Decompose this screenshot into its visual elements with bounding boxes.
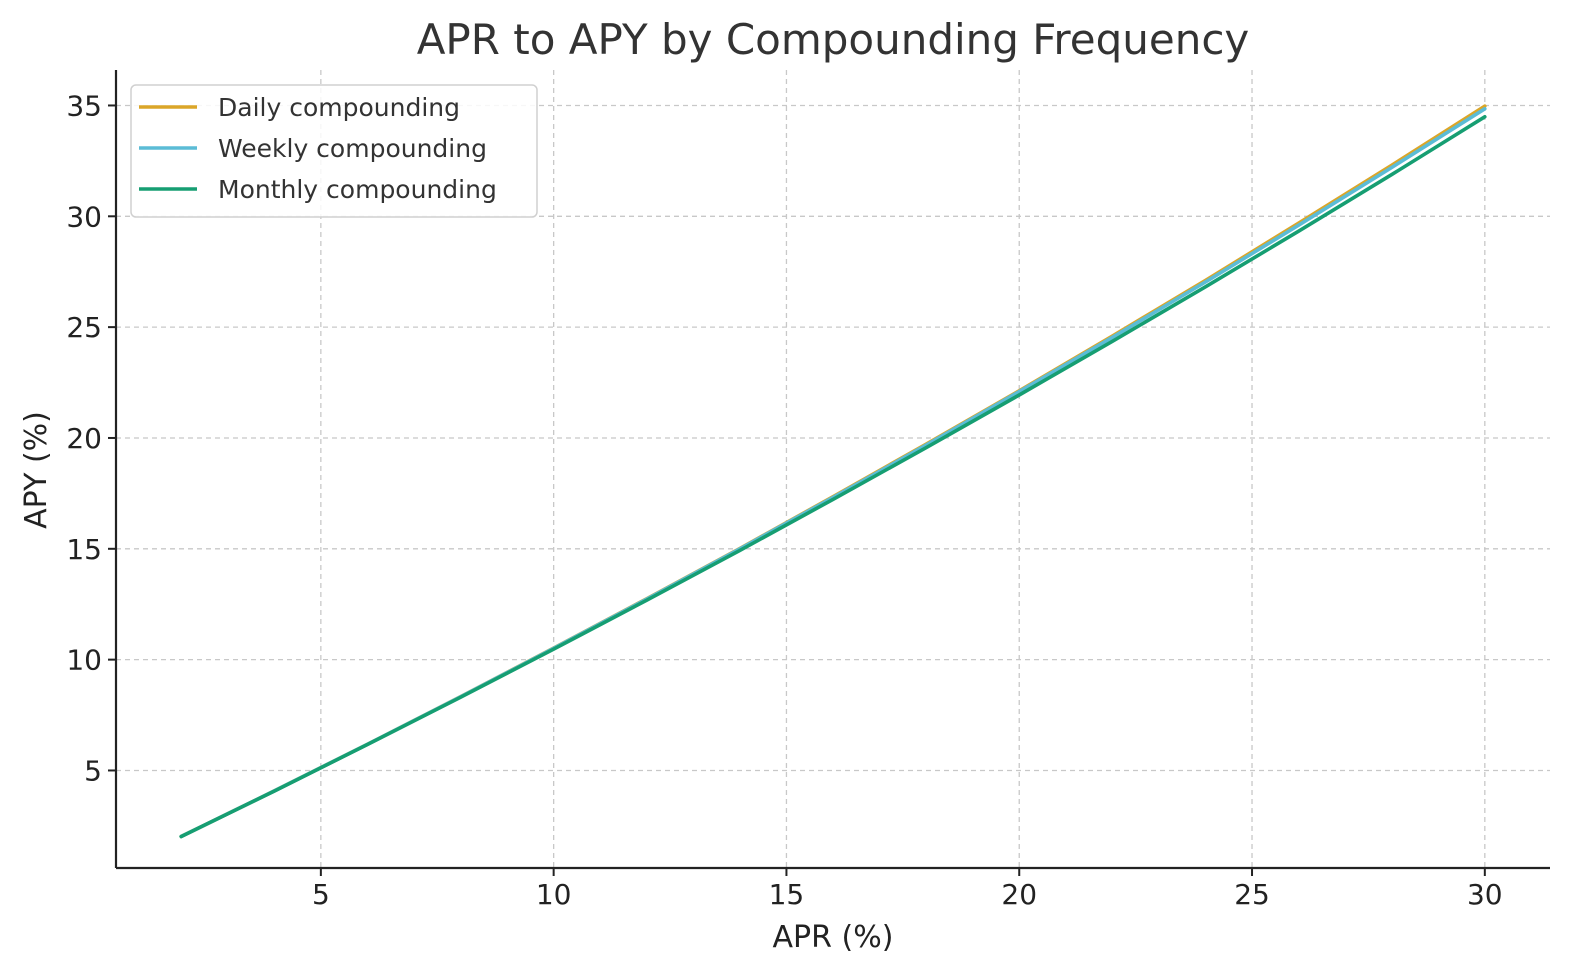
x-ticks: 5 10 15 20 25 30 xyxy=(312,868,1503,911)
legend-item-weekly: Weekly compounding xyxy=(139,134,487,163)
y-tick-label: 15 xyxy=(66,533,102,566)
x-tick-label: 10 xyxy=(536,878,572,911)
legend: Daily compounding Weekly compounding Month… xyxy=(130,84,538,218)
x-tick-label: 20 xyxy=(1001,878,1037,911)
y-tick-label: 30 xyxy=(66,200,102,233)
y-ticks: 5 10 15 20 25 30 35 xyxy=(66,89,116,787)
x-axis-label: APR (%) xyxy=(773,920,894,955)
x-tick-label: 25 xyxy=(1234,878,1270,911)
x-tick-label: 30 xyxy=(1467,878,1503,911)
legend-label-daily: Daily compounding xyxy=(218,93,460,122)
y-tick-label: 25 xyxy=(66,311,102,344)
axes xyxy=(114,70,1550,870)
series-monthly xyxy=(179,115,1487,839)
y-tick-label: 35 xyxy=(66,89,102,122)
x-tick-label: 5 xyxy=(312,878,330,911)
y-tick-label: 5 xyxy=(84,754,102,787)
legend-frame xyxy=(130,84,538,218)
y-tick-label: 10 xyxy=(66,644,102,677)
x-tick-label: 15 xyxy=(769,878,805,911)
series-line-monthly xyxy=(179,115,1487,839)
legend-label-monthly: Monthly compounding xyxy=(218,175,497,204)
series-group xyxy=(179,104,1487,839)
legend-item-daily: Daily compounding xyxy=(139,93,460,122)
y-axis-label: APY (%) xyxy=(19,411,54,529)
legend-label-weekly: Weekly compounding xyxy=(218,134,487,163)
legend-item-monthly: Monthly compounding xyxy=(139,175,497,204)
chart-title: APR to APY by Compounding Frequency xyxy=(417,15,1250,64)
y-tick-label: 20 xyxy=(66,422,102,455)
